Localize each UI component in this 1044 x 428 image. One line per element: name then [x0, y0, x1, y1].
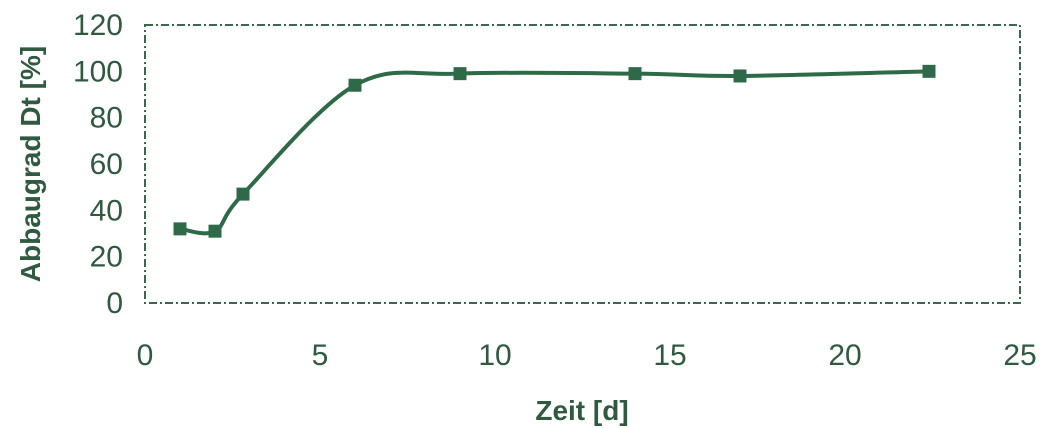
x-tick-label: 25 [1003, 339, 1036, 372]
x-tick-label: 10 [478, 339, 511, 372]
x-tick-label: 20 [828, 339, 861, 372]
y-tick-label: 40 [90, 194, 123, 227]
series-line [178, 69, 931, 236]
plot-area [144, 24, 1021, 304]
data-point-marker [236, 187, 250, 201]
y-tick-label: 80 [90, 102, 123, 135]
x-axis-title: Zeit [d] [535, 395, 628, 426]
data-point-marker [733, 69, 747, 83]
y-tick-label: 0 [106, 287, 123, 320]
x-tick-label: 0 [137, 339, 154, 372]
data-point-marker [628, 67, 642, 81]
y-tick-label: 60 [90, 148, 123, 181]
data-point-marker [208, 224, 222, 238]
y-tick-labels: 0 20 40 60 80 100 120 [73, 9, 123, 320]
x-tick-label: 5 [312, 339, 329, 372]
x-tick-label: 15 [653, 339, 686, 372]
data-point-marker [173, 222, 187, 236]
data-point-marker [922, 64, 936, 78]
series-layer [173, 64, 936, 238]
x-tick-labels: 0 5 10 15 20 25 [137, 339, 1037, 372]
y-axis-title: Abbaugrad Dt [%] [15, 46, 46, 282]
data-point-marker [453, 67, 467, 81]
y-tick-label: 100 [73, 55, 123, 88]
y-tick-label: 120 [73, 9, 123, 42]
data-point-marker [348, 78, 362, 92]
y-tick-label: 20 [90, 241, 123, 274]
